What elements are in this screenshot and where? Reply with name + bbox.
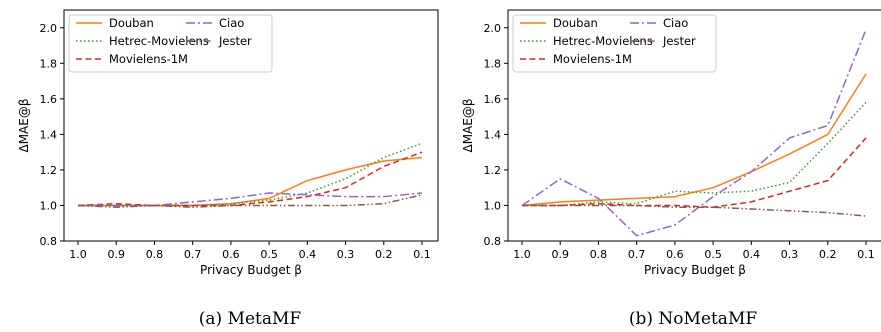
y-tick-label: 1.4 [40, 128, 58, 141]
y-tick-label: 1.6 [40, 93, 58, 106]
y-tick-label: 0.8 [40, 235, 58, 248]
series-line-ciao [78, 192, 423, 207]
legend-label: Douban [109, 16, 154, 30]
x-tick-label: 0.5 [260, 248, 278, 261]
x-tick-label: 0.2 [375, 248, 393, 261]
x-tick-label: 0.8 [146, 248, 164, 261]
series-line-douban [521, 73, 867, 207]
legend-label: Movielens-1M [553, 52, 632, 66]
x-tick-label: 0.8 [590, 248, 608, 261]
chart-panel-1: 1.0 0.9 0.8 0.7 0.6 0.5 0.4 0.3 0.2 0.1 0.8 1.0 1.2 1… [17, 9, 439, 329]
legend-label: Ciao [219, 16, 244, 30]
y-tick-label: 2.0 [40, 22, 58, 35]
y-axis-label: ΔMAE@β [461, 98, 475, 152]
legend-label: Hetrec-Movielens [109, 34, 209, 48]
x-tick-label: 0.9 [551, 248, 569, 261]
series-line-movielens-1m [522, 137, 867, 208]
legend-label: Hetrec-Movielens [553, 34, 653, 48]
x-tick-label: 0.9 [107, 248, 125, 261]
series-line-ciao [521, 29, 867, 237]
legend-label: Douban [553, 16, 598, 30]
chart-panel-2: 1.0 0.9 0.8 0.7 0.6 0.5 0.4 0.3 0.2 0.1 0.8 1.0 1.2 1… [461, 9, 881, 329]
legend-label: Ciao [663, 16, 688, 30]
series-line-jester [77, 194, 423, 208]
x-tick-label: 0.2 [819, 248, 837, 261]
y-tick-label: 1.8 [40, 57, 58, 70]
y-tick-label: 2.0 [484, 22, 502, 35]
subfigure-caption: (a) MetaMF [199, 309, 302, 329]
x-tick-label: 0.1 [413, 248, 431, 261]
y-tick-label: 1.2 [484, 164, 502, 177]
legend-box [512, 14, 717, 73]
x-tick-label: 0.4 [743, 248, 761, 261]
y-tick-label: 1.0 [40, 199, 58, 212]
series-line-hetrec-movielens [522, 101, 867, 207]
x-tick-label: 0.7 [184, 248, 202, 261]
series-line-jester [522, 204, 867, 217]
subfigure-caption: (b) NoMetaMF [629, 309, 758, 329]
x-tick-label: 0.5 [704, 248, 722, 261]
x-tick-label: 0.6 [666, 248, 684, 261]
x-tick-label: 0.1 [857, 248, 875, 261]
y-tick-label: 1.2 [40, 164, 58, 177]
x-tick-label: 1.0 [513, 248, 531, 261]
legend-label: Jester [218, 34, 252, 48]
legend: Douban Hetrec-Movielens Movielens-1M Ciao Je… [68, 14, 273, 73]
y-tick-label: 1.4 [484, 128, 502, 141]
y-axis-label: ΔMAE@β [17, 98, 31, 152]
y-tick-label: 0.8 [484, 235, 502, 248]
y-tick-label: 1.0 [484, 199, 502, 212]
x-tick-label: 1.0 [69, 248, 87, 261]
x-axis-label: Privacy Budget β [200, 263, 302, 277]
legend: Douban Hetrec-Movielens Movielens-1M Ciao Je… [512, 14, 717, 73]
legend-label: Movielens-1M [109, 52, 188, 66]
series-line-movielens-1m [77, 151, 423, 207]
legend-box [68, 14, 273, 73]
y-tick-label: 1.8 [484, 57, 502, 70]
x-tick-label: 0.4 [299, 248, 317, 261]
x-tick-label: 0.3 [781, 248, 799, 261]
plot-frame [507, 9, 881, 242]
x-tick-label: 0.7 [628, 248, 646, 261]
x-tick-label: 0.6 [222, 248, 240, 261]
x-tick-label: 0.3 [337, 248, 355, 261]
x-axis-label: Privacy Budget β [644, 263, 746, 277]
plot-frame [63, 9, 439, 242]
series-line-douban [78, 156, 423, 207]
y-tick-label: 1.6 [484, 93, 502, 106]
legend-label: Jester [662, 34, 696, 48]
